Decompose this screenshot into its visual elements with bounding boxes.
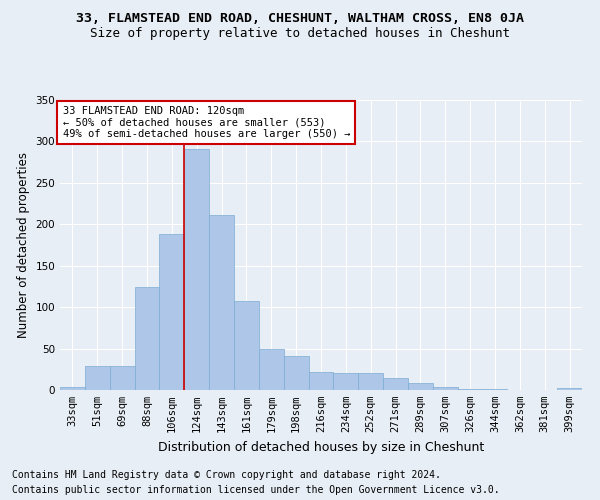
Bar — [259, 348, 284, 390]
Bar — [308, 372, 334, 390]
Bar — [184, 149, 209, 390]
Bar — [284, 356, 308, 390]
Bar — [383, 378, 408, 390]
Bar — [160, 234, 184, 390]
Text: 33, FLAMSTEAD END ROAD, CHESHUNT, WALTHAM CROSS, EN8 0JA: 33, FLAMSTEAD END ROAD, CHESHUNT, WALTHA… — [76, 12, 524, 26]
Bar — [557, 388, 582, 390]
Bar — [334, 374, 358, 390]
Bar — [234, 302, 259, 390]
Text: Contains public sector information licensed under the Open Government Licence v3: Contains public sector information licen… — [12, 485, 500, 495]
Bar — [85, 366, 110, 390]
Bar — [433, 386, 458, 390]
Text: Size of property relative to detached houses in Cheshunt: Size of property relative to detached ho… — [90, 28, 510, 40]
X-axis label: Distribution of detached houses by size in Cheshunt: Distribution of detached houses by size … — [158, 440, 484, 454]
Text: 33 FLAMSTEAD END ROAD: 120sqm
← 50% of detached houses are smaller (553)
49% of : 33 FLAMSTEAD END ROAD: 120sqm ← 50% of d… — [62, 106, 350, 139]
Bar — [209, 215, 234, 390]
Bar — [134, 288, 160, 390]
Bar — [458, 389, 482, 390]
Bar — [60, 386, 85, 390]
Bar — [110, 366, 134, 390]
Y-axis label: Number of detached properties: Number of detached properties — [17, 152, 30, 338]
Bar — [482, 389, 508, 390]
Text: Contains HM Land Registry data © Crown copyright and database right 2024.: Contains HM Land Registry data © Crown c… — [12, 470, 441, 480]
Bar — [358, 374, 383, 390]
Bar — [408, 382, 433, 390]
